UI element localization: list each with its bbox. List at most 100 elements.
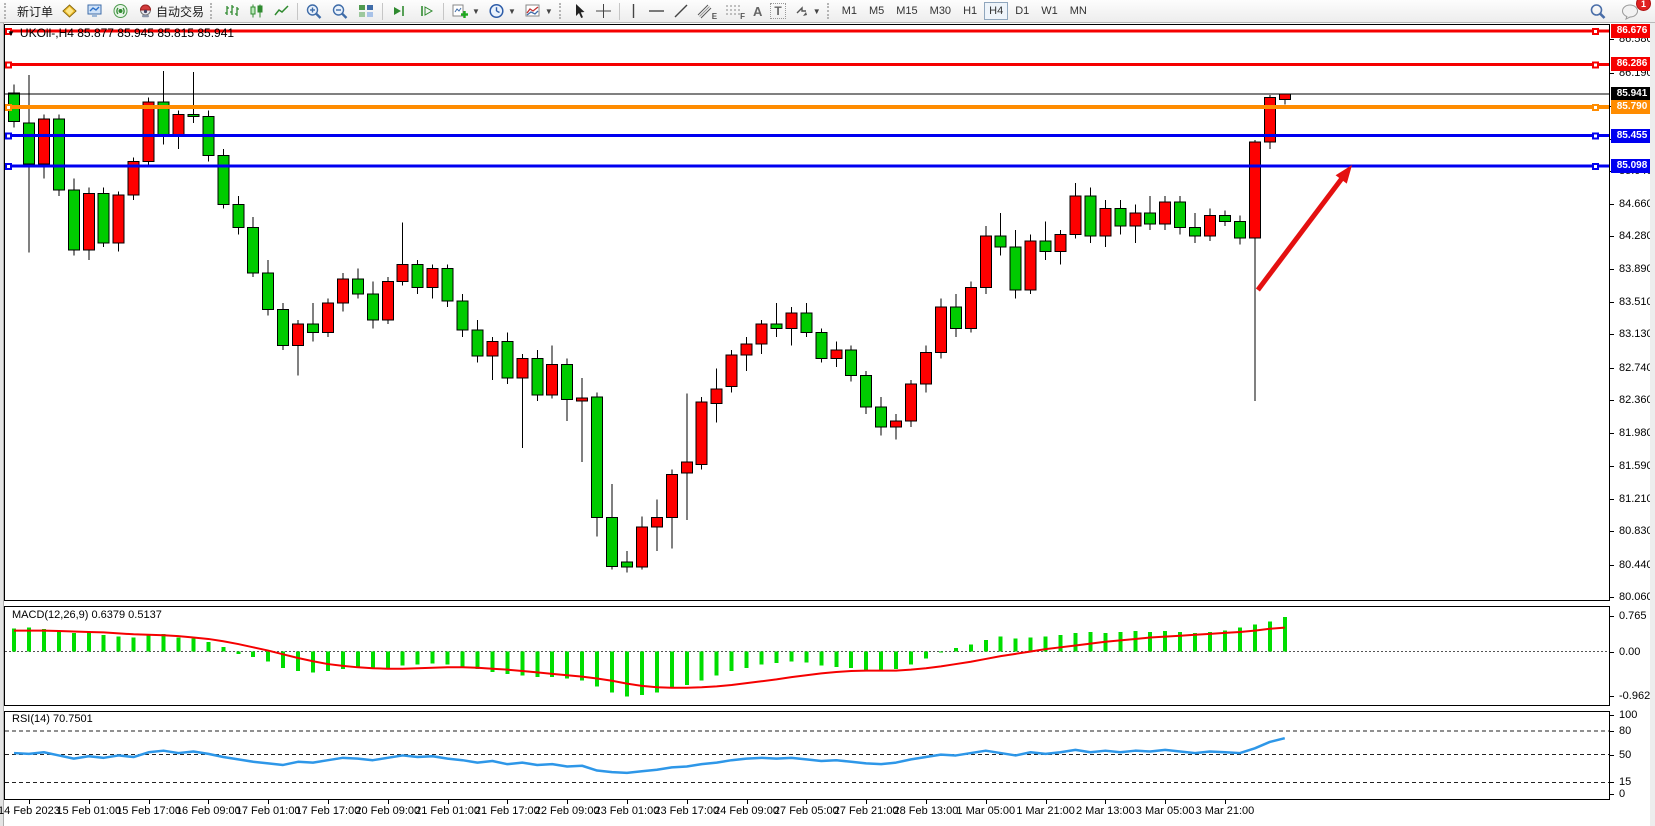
toolbar-grip[interactable]: [4, 3, 9, 19]
timeframe-button-m1[interactable]: M1: [841, 5, 857, 17]
macd-axis-label: 0.765: [1619, 609, 1647, 622]
time-tick: [208, 800, 210, 804]
rsi-axis-label: 15: [1619, 776, 1632, 789]
price-tick: [1610, 564, 1614, 566]
time-tick: [268, 800, 270, 804]
time-tick-label: 23 Feb 17:00: [654, 805, 720, 817]
toolbar-grip[interactable]: [826, 3, 832, 19]
chart-title-text: UKOil-,H4 85.877 85.945 85.815 85.941: [19, 26, 235, 40]
time-tick: [1105, 800, 1107, 804]
time-tick: [28, 800, 30, 804]
timeframe-button-m5[interactable]: M5: [868, 5, 885, 17]
notifications-button[interactable]: 1: [1618, 0, 1651, 21]
trendline-tool[interactable]: [670, 1, 692, 21]
equidistant-channel-tool[interactable]: E: [694, 1, 720, 21]
time-tick-label: 3 Mar 05:00: [1135, 805, 1195, 817]
toolbar-grip[interactable]: [558, 3, 564, 19]
rsi-panel[interactable]: [4, 711, 1610, 800]
signal-broadcast-icon[interactable]: [109, 1, 132, 21]
line-chart-mode-icon[interactable]: [270, 1, 293, 21]
price-tick-label: 80.060: [1619, 591, 1653, 604]
fibonacci-tool[interactable]: F: [722, 1, 748, 21]
timeframe-button-w1[interactable]: W1: [1041, 5, 1058, 17]
price-tick: [1610, 432, 1614, 434]
price-axis[interactable]: 86.58086.19085.80085.42085.04084.66084.2…: [1610, 23, 1655, 820]
time-axis[interactable]: 14 Feb 2023 15 Feb 01:00 15 Feb 17:00 16 Fe…: [0, 800, 1610, 826]
timeframe-button-m15[interactable]: M15: [896, 5, 918, 17]
toolbar-separator: [297, 2, 299, 20]
time-tick: [626, 800, 628, 804]
candlestick-mode-icon[interactable]: [245, 1, 268, 21]
autotrading-button[interactable]: 自动交易: [134, 1, 207, 21]
channel-letter: E: [711, 12, 718, 21]
price-tick: [1610, 301, 1614, 303]
new-order-button[interactable]: 新订单: [14, 1, 56, 21]
macd-panel[interactable]: [4, 606, 1610, 706]
price-tick-label: 80.440: [1619, 558, 1653, 571]
macd-axis-label: -0.9624: [1619, 690, 1655, 703]
time-tick-label: 1 Mar 21:00: [1016, 805, 1075, 817]
macd-label: MACD(12,26,9) 0.6379 0.5137: [12, 609, 162, 621]
price-tick: [1610, 400, 1614, 402]
chevron-down-icon: ▼: [812, 6, 821, 16]
tile-windows-icon[interactable]: [354, 1, 378, 21]
time-tick: [1165, 800, 1167, 804]
macd-axis-label: 0.00: [1619, 645, 1641, 658]
main-chart-plot[interactable]: [4, 24, 1610, 601]
price-tick: [1610, 597, 1614, 599]
time-tick: [985, 800, 987, 804]
time-tick-label: 20 Feb 09:00: [355, 805, 421, 817]
timeframe-button-h1[interactable]: H1: [963, 5, 978, 17]
time-tick: [746, 800, 748, 804]
zoom-in-icon[interactable]: [302, 1, 326, 21]
timeframe-button-h4[interactable]: H4: [984, 2, 1009, 20]
toolbar-grip[interactable]: [210, 3, 215, 19]
time-tick-label: 17 Feb 01:00: [235, 805, 301, 817]
new-chart-dropdown[interactable]: ▼: [448, 1, 483, 21]
horizontal-line-tool[interactable]: [645, 1, 668, 21]
rsi-axis-tick: [1610, 715, 1614, 716]
time-tick-label: 24 Feb 09:00: [714, 805, 779, 817]
price-tick: [1610, 236, 1614, 238]
chart-shift-icon[interactable]: [414, 1, 439, 21]
rsi-axis-label: 100: [1619, 709, 1638, 721]
vertical-line-tool[interactable]: [624, 1, 643, 21]
chart-title: ▼ UKOil-,H4 85.877 85.945 85.815 85.941: [7, 26, 234, 40]
indicators-dropdown[interactable]: ▼: [521, 1, 556, 21]
zoom-out-icon[interactable]: [328, 1, 352, 21]
price-tick: [1610, 367, 1614, 369]
auto-scroll-icon[interactable]: [387, 1, 412, 21]
macd-axis-tick: [1610, 651, 1614, 653]
rsi-axis-tick: [1610, 794, 1614, 796]
time-tick-label: 27 Feb 05:00: [773, 805, 839, 817]
arrows-dropdown[interactable]: ▼: [791, 1, 824, 21]
text-label-tool[interactable]: T: [767, 1, 788, 21]
time-tick-label: 1 Mar 05:00: [956, 805, 1016, 817]
price-line-badge: 86.286: [1611, 57, 1653, 72]
price-line-badge: 85.790: [1611, 99, 1653, 114]
period-dropdown[interactable]: ▼: [485, 1, 519, 21]
text-tool[interactable]: A: [750, 1, 765, 21]
price-tick-label: 83.510: [1619, 295, 1653, 308]
price-tick: [1610, 72, 1614, 74]
cursor-tool[interactable]: [569, 1, 590, 21]
price-tick: [1610, 269, 1614, 271]
price-tick-label: 81.980: [1619, 426, 1653, 439]
price-tick: [1610, 39, 1614, 41]
toolbar-separator: [618, 2, 620, 20]
timeframe-button-mn[interactable]: MN: [1069, 5, 1087, 17]
charts-window-icon[interactable]: [83, 1, 107, 21]
timeframe-button-d1[interactable]: D1: [1015, 5, 1030, 17]
crosshair-tool[interactable]: [592, 1, 615, 21]
time-tick-label: 17 Feb 17:00: [295, 805, 361, 817]
time-tick: [1045, 800, 1047, 804]
timeframe-button-m30[interactable]: M30: [929, 5, 952, 17]
search-icon[interactable]: [1586, 1, 1610, 21]
symbol-dropdown-icon[interactable]: ▼: [7, 28, 15, 38]
gold-order-icon[interactable]: [58, 1, 81, 21]
bar-chart-mode-icon[interactable]: [220, 1, 243, 21]
price-tick: [1610, 498, 1614, 500]
price-line-badge: 85.455: [1611, 128, 1653, 143]
time-tick-label: 15 Feb 17:00: [116, 805, 181, 817]
toolbar-separator: [382, 2, 384, 20]
